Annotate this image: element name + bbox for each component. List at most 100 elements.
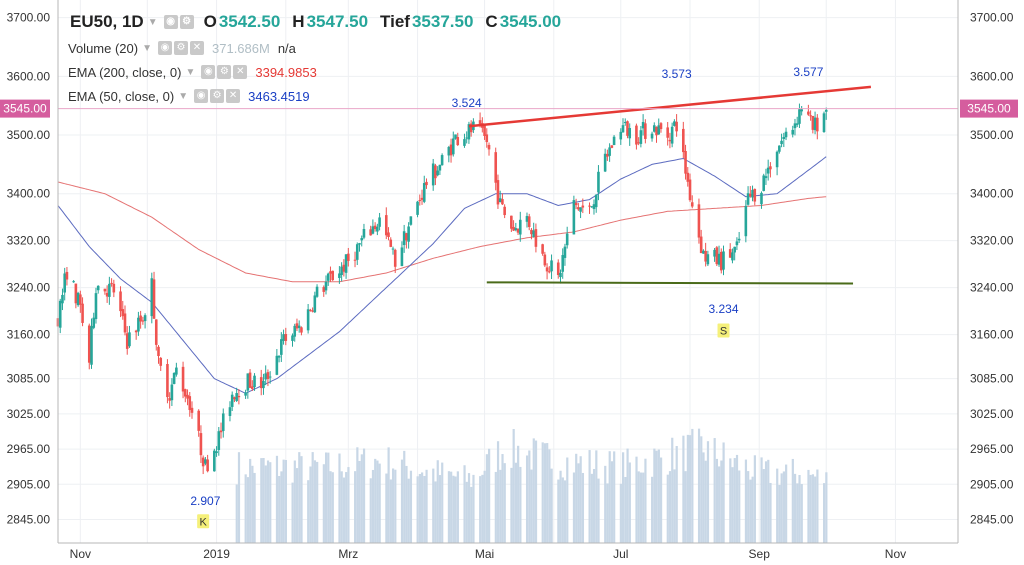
candle [230,394,234,407]
volume-bar [282,459,285,543]
chevron-down-icon[interactable]: ▼ [142,42,152,54]
candle [795,123,799,125]
volume-bar [639,472,643,543]
gear-icon[interactable]: ⚙ [210,89,225,103]
volume-bar [550,468,553,543]
volume-bar [751,476,754,543]
candle [329,271,332,274]
candle [221,413,225,431]
volume-bar [532,438,535,543]
volume-bar [488,448,491,543]
volume-bar [809,474,812,543]
symbol-label[interactable]: EU50, 1D [70,12,144,31]
event-marker[interactable] [197,514,210,529]
event-marker[interactable] [717,323,730,338]
candle [181,366,185,392]
candle [431,163,435,186]
candle [407,226,410,242]
ema200-label[interactable]: EMA (200, close, 0) [68,64,182,80]
candle [293,325,297,337]
candle [597,171,600,193]
support-line[interactable] [486,281,854,285]
eye-icon[interactable]: ◉ [158,41,172,55]
x-tick-label: Nov [70,547,91,561]
candle [315,286,319,297]
gear-icon[interactable]: ⚙ [179,15,194,29]
volume-bar [579,456,582,543]
chevron-down-icon[interactable]: ▼ [178,90,189,102]
volume-bar [447,471,451,543]
close-icon[interactable]: ✕ [190,41,204,55]
volume-bar [735,454,739,543]
candle [378,217,381,227]
volume-bar [604,465,607,543]
candle [420,197,424,200]
candle [280,339,283,355]
gear-icon[interactable]: ⚙ [217,65,232,79]
volume-bar [400,459,404,543]
volume-bar [642,472,645,543]
volume-bar [534,440,538,543]
volume-label[interactable]: Volume (20) [68,40,139,56]
candle [150,278,154,317]
eye-icon[interactable]: ◉ [201,65,216,79]
volume-bar [338,453,341,543]
candle [652,125,656,132]
candle [451,138,455,155]
close-icon[interactable]: ✕ [226,89,241,103]
volume-bar [666,474,669,543]
volume-bar [653,448,656,543]
volume-bar [438,475,442,543]
volume-bar [300,456,303,543]
volume-bar [385,473,388,543]
candle [682,128,685,153]
candle [690,202,694,207]
candle [123,313,127,333]
resistance-trendline[interactable] [468,85,872,128]
gear-icon[interactable]: ⚙ [174,41,188,55]
candle [141,320,145,322]
candle [92,317,96,328]
volume-bar [432,468,435,543]
eye-icon[interactable]: ◉ [194,89,209,103]
candle [384,215,388,236]
candle [201,457,205,467]
candle [744,205,748,237]
volume-bar [262,457,265,543]
current-price-tag-right [960,99,1018,118]
chevron-down-icon[interactable]: ▼ [185,66,196,78]
candle [244,392,247,396]
volume-bar [811,474,815,543]
volume-bar [561,477,564,543]
y-tick-label-left: 3500.00 [7,128,51,142]
ema50-label[interactable]: EMA (50, close, 0) [68,88,175,104]
candle [154,319,158,345]
close-icon[interactable]: ✕ [233,65,248,79]
y-tick-label-right: 2845.00 [970,513,1014,527]
eye-icon[interactable]: ◉ [163,15,178,29]
event-marker-label: K [199,516,207,528]
ema200-value: 3394.9853 [255,64,317,80]
y-tick-label-left: 2905.00 [7,477,51,491]
chevron-down-icon[interactable]: ▼ [147,16,158,28]
candle [134,330,138,333]
volume-bar [470,486,473,543]
x-tick-label: 2019 [203,547,230,561]
candle [322,287,326,292]
volume-bar [342,477,346,543]
volume-bar [722,442,725,543]
candle [782,136,786,140]
candle [96,285,100,291]
price-annotation: 3.524 [452,96,482,110]
volume-bar [686,434,689,543]
candle [666,127,669,138]
candle [516,228,520,233]
candle [416,201,419,215]
candle [284,333,288,341]
price-annotation: 2.907 [190,494,220,508]
volume-bar [697,428,701,543]
candle [61,294,64,304]
volume-extra: n/a [277,40,296,56]
candle [764,176,768,179]
